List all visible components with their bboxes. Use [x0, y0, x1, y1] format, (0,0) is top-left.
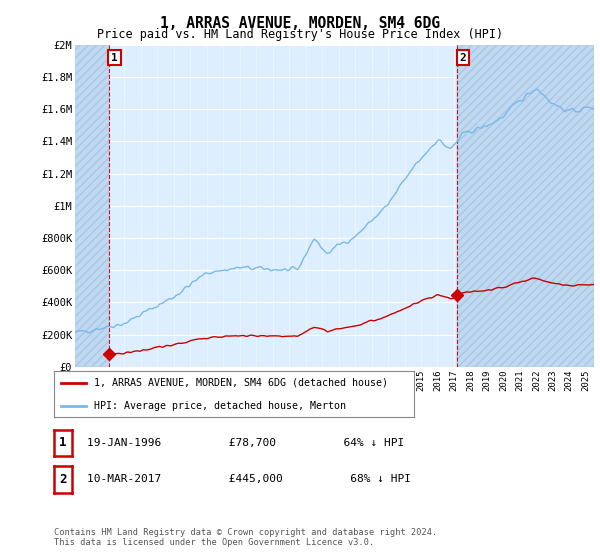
Text: 1, ARRAS AVENUE, MORDEN, SM4 6DG (detached house): 1, ARRAS AVENUE, MORDEN, SM4 6DG (detach… [94, 378, 388, 388]
Text: 1, ARRAS AVENUE, MORDEN, SM4 6DG: 1, ARRAS AVENUE, MORDEN, SM4 6DG [160, 16, 440, 31]
Text: 10-MAR-2017          £445,000          68% ↓ HPI: 10-MAR-2017 £445,000 68% ↓ HPI [87, 474, 411, 484]
Text: HPI: Average price, detached house, Merton: HPI: Average price, detached house, Mert… [94, 401, 346, 410]
Text: Price paid vs. HM Land Registry's House Price Index (HPI): Price paid vs. HM Land Registry's House … [97, 28, 503, 41]
Text: 19-JAN-1996          £78,700          64% ↓ HPI: 19-JAN-1996 £78,700 64% ↓ HPI [87, 438, 404, 448]
Text: 2: 2 [59, 473, 67, 486]
Bar [75, 45, 109, 367]
Text: Contains HM Land Registry data © Crown copyright and database right 2024.
This d: Contains HM Land Registry data © Crown c… [54, 528, 437, 547]
Text: 1: 1 [59, 436, 67, 450]
Text: 1: 1 [111, 53, 118, 63]
Bar [457, 45, 594, 367]
Text: 2: 2 [460, 53, 466, 63]
